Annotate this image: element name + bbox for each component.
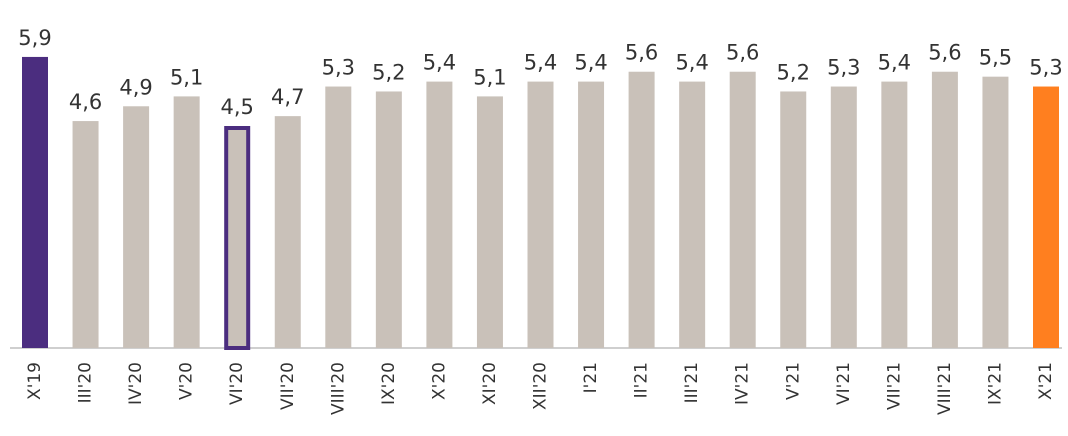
bar	[375, 91, 402, 348]
bar	[729, 71, 756, 348]
bar	[982, 76, 1009, 349]
bar	[72, 121, 99, 348]
x-tick-label: III'21	[682, 362, 702, 403]
value-label: 5,1	[170, 65, 203, 89]
x-tick-label: V'21	[783, 362, 803, 400]
value-label: 5,4	[574, 51, 607, 75]
bar	[578, 81, 605, 348]
bar	[274, 116, 301, 348]
value-label: 5,3	[827, 56, 860, 80]
value-label: 5,2	[777, 60, 810, 84]
value-label: 5,3	[322, 56, 355, 80]
x-tick-label: IV'21	[733, 362, 753, 405]
value-label: 5,4	[675, 51, 708, 75]
value-label: 5,6	[726, 41, 759, 65]
value-label: 4,6	[69, 90, 102, 114]
x-tick-label: X'21	[1036, 362, 1056, 400]
value-label: 5,6	[625, 41, 658, 65]
bar	[1033, 86, 1059, 349]
bar	[679, 81, 706, 348]
bar	[224, 126, 251, 350]
value-label: 4,5	[220, 95, 253, 119]
x-tick-label: VI'20	[227, 362, 247, 405]
x-tick-label: XI'20	[480, 362, 500, 405]
x-tick-label: VII'21	[884, 362, 904, 410]
x-tick-label: IV'20	[126, 362, 146, 405]
x-tick-label: X'20	[429, 362, 449, 400]
x-tick-label: I'21	[581, 362, 601, 393]
value-label: 5,5	[979, 46, 1012, 70]
bar	[476, 96, 503, 349]
x-tick-label: IX'21	[985, 362, 1005, 405]
bar	[173, 96, 200, 349]
bar	[527, 81, 554, 348]
bar	[830, 86, 857, 349]
value-label: 5,9	[18, 26, 51, 50]
x-tick-label: VI'21	[834, 362, 854, 405]
x-tick-label: II'21	[632, 362, 652, 398]
value-label: 5,6	[928, 41, 961, 65]
value-label: 4,7	[271, 85, 304, 109]
bar	[325, 86, 352, 349]
bar	[780, 91, 807, 348]
bar	[628, 71, 655, 348]
x-tick-label: X'19	[25, 362, 45, 400]
value-label: 5,1	[473, 65, 506, 89]
value-label: 5,4	[423, 51, 456, 75]
value-label: 5,4	[524, 51, 557, 75]
x-tick-label: VII'20	[278, 362, 298, 410]
value-label: 5,4	[878, 51, 911, 75]
bar	[22, 56, 48, 348]
x-tick-label: VIII'21	[935, 362, 955, 415]
bar	[426, 81, 453, 348]
x-tick-label: IX'20	[379, 362, 399, 405]
bar	[931, 71, 958, 348]
x-tick-label: XII'20	[531, 362, 551, 410]
value-label: 5,2	[372, 60, 405, 84]
bar	[881, 81, 908, 348]
value-label: 4,9	[119, 75, 152, 99]
value-label: 5,3	[1029, 56, 1062, 80]
x-tick-label: III'20	[76, 362, 96, 403]
bar	[123, 106, 150, 349]
x-tick-label: VIII'20	[328, 362, 348, 415]
x-tick-label: V'20	[177, 362, 197, 400]
